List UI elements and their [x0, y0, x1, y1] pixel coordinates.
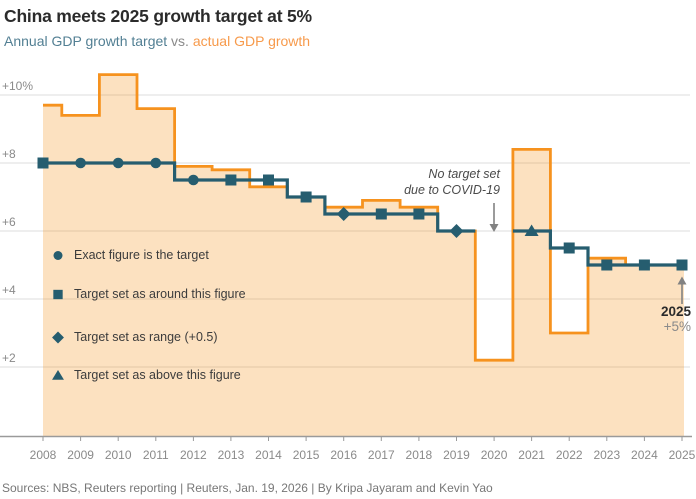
- x-axis-label: 2024: [631, 448, 658, 462]
- covid-annotation-line1: No target set: [428, 167, 500, 181]
- chart-subtitle: Annual GDP growth target vs. actual GDP …: [4, 33, 684, 49]
- x-axis-label: 2025: [668, 448, 696, 462]
- target-marker-square: [225, 174, 237, 186]
- x-axis-label: 2016: [330, 448, 358, 462]
- target-marker-square: [601, 259, 613, 271]
- final-year-annotation: 2025 +5%: [600, 304, 691, 334]
- final-year-label: 2025: [660, 304, 691, 319]
- x-axis-label: 2012: [179, 448, 207, 462]
- legend-item-diamond: Target set as range (+0.5): [50, 329, 217, 345]
- legend-item-circle: Exact figure is the target: [50, 247, 209, 263]
- chart-title: China meets 2025 growth target at 5%: [4, 6, 312, 26]
- circle-icon: [53, 250, 63, 261]
- target-marker-square: [375, 208, 387, 220]
- target-marker-square: [37, 157, 49, 169]
- target-marker-triangle: [524, 224, 539, 236]
- y-axis-label: +2: [2, 351, 16, 365]
- x-axis-label: 2020: [480, 448, 508, 462]
- source-line: Sources: NBS, Reuters reporting | Reuter…: [2, 481, 493, 495]
- target-marker-diamond: [336, 207, 351, 221]
- covid-arrow-head: [489, 224, 499, 232]
- x-axis-label: 2009: [67, 448, 94, 462]
- actual-growth-area: [43, 74, 684, 437]
- legend-label: Target set as range (+0.5): [74, 330, 218, 344]
- x-axis-label: 2021: [518, 448, 545, 462]
- y-axis-label: +6: [2, 215, 16, 229]
- x-axis-label: 2019: [443, 448, 470, 462]
- subtitle-vs-text: vs.: [167, 33, 193, 49]
- x-axis-label: 2013: [217, 448, 245, 462]
- final-value-label: +5%: [663, 319, 691, 334]
- y-axis-label: +4: [2, 283, 16, 297]
- target-marker-square: [638, 259, 650, 271]
- y-axis-label: +10%: [2, 79, 34, 93]
- legend-item-triangle: Target set as above this figure: [50, 367, 241, 383]
- target-marker-square: [676, 259, 688, 271]
- target-marker-diamond: [449, 224, 464, 238]
- legend-label: Target set as above this figure: [74, 368, 241, 382]
- target-marker-square: [263, 174, 274, 186]
- square-icon: [53, 289, 63, 300]
- target-line: [43, 161, 476, 233]
- y-axis-label: +8: [2, 147, 16, 161]
- x-axis-label: 2014: [255, 448, 282, 462]
- target-marker-square: [300, 191, 312, 203]
- legend-label: Target set as around this figure: [74, 287, 246, 301]
- subtitle-target-series-label: Annual GDP growth target: [4, 33, 168, 49]
- subtitle-actual-series-label: actual GDP growth: [192, 33, 311, 49]
- target-marker-circle: [188, 174, 199, 186]
- legend-item-square: Target set as around this figure: [50, 286, 246, 302]
- x-axis-label: 2018: [405, 448, 433, 462]
- target-line: [512, 229, 684, 267]
- x-axis-label: 2022: [555, 448, 583, 462]
- x-axis-label: 2015: [292, 448, 320, 462]
- target-marker-circle: [150, 157, 162, 169]
- target-marker-square: [413, 208, 425, 220]
- covid-annotation: No target set due to COVID-19: [380, 166, 500, 198]
- target-marker-circle: [75, 157, 86, 169]
- diamond-icon: [52, 331, 64, 344]
- x-axis-label: 2010: [104, 448, 132, 462]
- x-axis-label: 2008: [29, 448, 57, 462]
- actual-growth-line: [43, 73, 684, 362]
- x-axis-label: 2011: [142, 448, 169, 462]
- legend-label: Exact figure is the target: [74, 248, 209, 262]
- x-axis-label: 2023: [593, 448, 621, 462]
- final-arrow-head: [677, 276, 687, 285]
- target-marker-square: [563, 242, 575, 254]
- target-marker-circle: [112, 157, 124, 169]
- covid-annotation-line2: due to COVID-19: [404, 183, 500, 197]
- x-axis-label: 2017: [367, 448, 395, 462]
- triangle-icon: [52, 369, 64, 380]
